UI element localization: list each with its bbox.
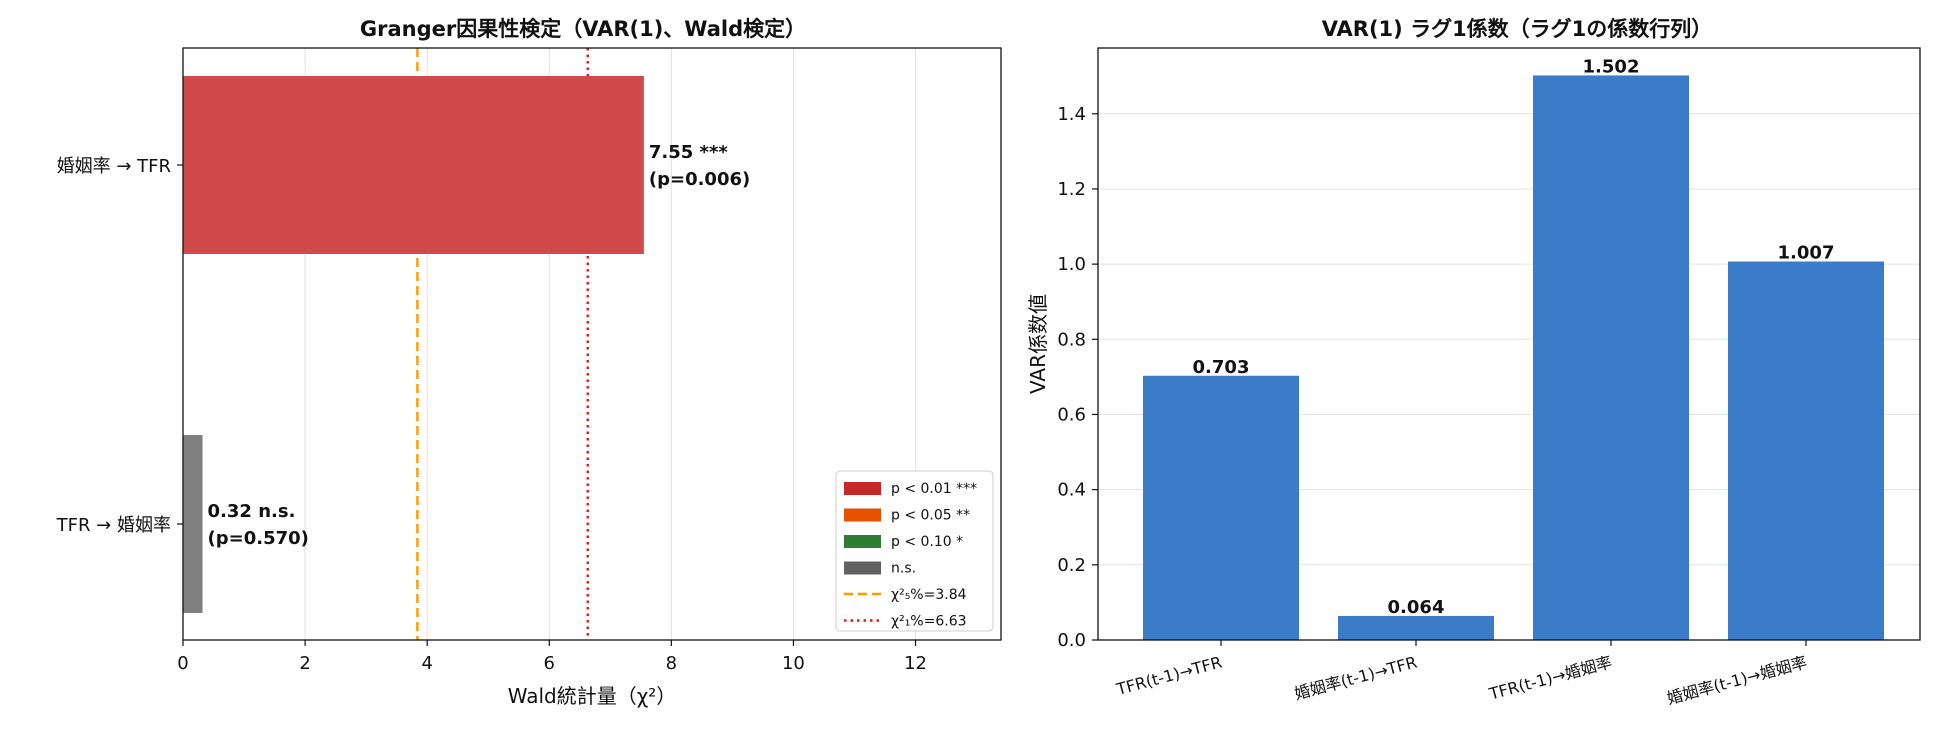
legend-entry-label: p < 0.10 * (891, 534, 963, 550)
right-category-label: TFR(t-1)→TFR (1114, 653, 1225, 700)
left-x-tick-label: 4 (421, 653, 432, 674)
right-y-tick-label: 1.0 (1057, 254, 1086, 275)
granger-bar-1 (183, 76, 644, 254)
var-coef-value-label: 1.502 (1583, 56, 1640, 77)
var-coef-bar-4 (1728, 261, 1884, 640)
left-x-tick-label: 10 (782, 653, 805, 674)
right-category-label: 婚姻率(t-1)→婚姻率 (1665, 653, 1809, 709)
granger-p-label: (p=0.006) (649, 169, 750, 190)
legend-entry-label: n.s. (891, 561, 916, 577)
granger-value-label: 0.32 n.s. (208, 501, 296, 522)
right-y-tick-label: 1.4 (1057, 104, 1086, 125)
left-x-axis-label: Wald統計量（χ²） (508, 684, 677, 708)
left-x-tick-label: 2 (299, 653, 310, 674)
granger-bar-2 (183, 435, 203, 613)
legend-entry-label: χ²₅%=3.84 (891, 587, 967, 603)
legend-swatch (844, 482, 881, 495)
left-x-tick-label: 6 (544, 653, 555, 674)
left-legend: p < 0.01 *** p < 0.05 ** p < 0.10 * n.s. χ²₅… (835, 470, 994, 632)
left-chart-title: Granger因果性検定（VAR(1)、Wald検定） (360, 17, 806, 41)
right-y-tick-label: 0.6 (1057, 404, 1086, 425)
var-coef-value-label: 0.703 (1193, 357, 1250, 378)
granger-value-label: 7.55 *** (649, 142, 729, 163)
right-y-tick-label: 1.2 (1057, 179, 1086, 200)
var-coef-value-label: 1.007 (1778, 242, 1835, 263)
right-y-axis-label: VAR係数値 (1026, 294, 1050, 394)
right-category-label: TFR(t-1)→婚姻率 (1486, 653, 1614, 704)
left-category-label: TFR → 婚姻率 (56, 515, 171, 536)
left-category-label: 婚姻率 → TFR (57, 156, 171, 177)
var-coef-value-label: 0.064 (1388, 597, 1445, 618)
left-x-tick-label: 8 (666, 653, 677, 674)
right-y-tick-label: 0.4 (1057, 480, 1086, 501)
left-x-tick-label: 12 (904, 653, 927, 674)
legend-swatch (844, 508, 881, 522)
var-coef-bar-3 (1533, 75, 1689, 641)
legend-entry-label: χ²₁%=6.63 (891, 614, 967, 630)
var-coefficient-panel: VAR(1) ラグ1係数（ラグ1の係数行列） 0.703 0.064 1.502 1.… (1026, 17, 1921, 709)
right-y-tick-label: 0.0 (1057, 630, 1086, 651)
left-plot-frame (182, 47, 1002, 641)
right-y-tick-label: 0.8 (1057, 329, 1086, 350)
right-category-label: 婚姻率(t-1)→TFR (1292, 653, 1419, 704)
right-plot-frame (1097, 47, 1921, 641)
legend-swatch (844, 535, 881, 548)
granger-p-label: (p=0.570) (208, 528, 309, 549)
legend-entry-label: p < 0.01 *** (891, 481, 977, 497)
var-coef-bar-2 (1338, 615, 1494, 640)
var-coef-bar-1 (1143, 375, 1299, 640)
legend-entry-label: p < 0.05 ** (891, 508, 970, 524)
granger-panel: Granger因果性検定（VAR(1)、Wald検定） 7.55 *** (p=0… (56, 17, 1002, 708)
right-chart-title: VAR(1) ラグ1係数（ラグ1の係数行列） (1322, 17, 1713, 41)
legend-swatch (844, 561, 881, 575)
left-x-tick-label: 0 (177, 653, 188, 674)
right-y-tick-label: 0.2 (1057, 555, 1086, 576)
